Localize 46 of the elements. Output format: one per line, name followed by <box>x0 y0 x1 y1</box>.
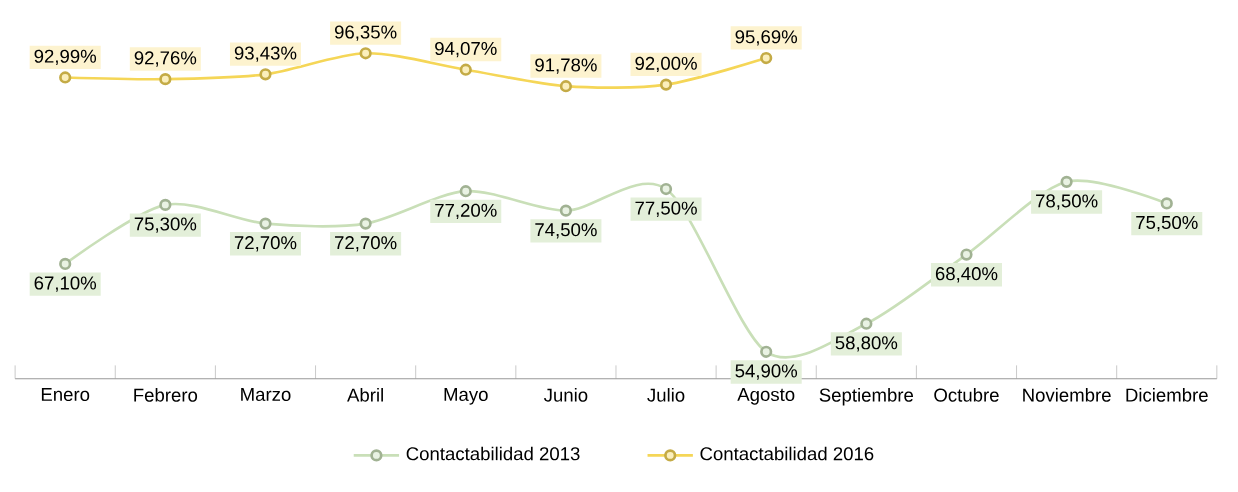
data-label: 72,70% <box>234 236 297 252</box>
point <box>960 248 973 261</box>
x-tick-label: Abril <box>347 388 383 402</box>
x-tick-label: Noviembre <box>1023 388 1111 402</box>
data-label: 67,10% <box>34 276 97 292</box>
data-label: 74,50% <box>535 223 597 239</box>
data-label: 91,78% <box>535 58 597 74</box>
point <box>259 217 272 230</box>
legend-label: Contactabilidad 2016 <box>700 446 874 461</box>
point <box>760 345 773 358</box>
x-tick-label: Enero <box>41 388 90 401</box>
data-label: 93,43% <box>234 46 297 62</box>
data-label: 77,50% <box>635 201 697 217</box>
data-label: 95,69% <box>735 30 798 46</box>
point <box>559 204 573 217</box>
x-tick-label: Agosto <box>737 388 795 405</box>
data-label: 78,50% <box>1036 194 1098 210</box>
point <box>1060 175 1073 188</box>
legend-label: Contactabilidad 2013 <box>406 446 580 461</box>
point <box>1160 197 1173 210</box>
point <box>459 185 472 198</box>
x-tick-label: Mayo <box>444 388 488 405</box>
x-tick-label: Febrero <box>134 388 198 402</box>
x-tick-label: Julio <box>647 388 685 402</box>
x-tick-label: Junio <box>543 388 588 402</box>
data-label: 75,50% <box>1136 215 1198 232</box>
point <box>359 217 372 230</box>
data-label: 92,99% <box>34 49 97 65</box>
data-label: 58,80% <box>835 336 898 352</box>
data-label: 72,70% <box>335 236 397 252</box>
x-tick-label: Septiembre <box>819 388 914 406</box>
point <box>659 182 673 196</box>
x-tick-label: Octubre <box>934 388 999 402</box>
data-label: 94,07% <box>435 41 497 58</box>
point <box>59 257 72 271</box>
data-label: 92,00% <box>635 56 697 73</box>
x-tick-label: Marzo <box>241 388 291 401</box>
data-label: 68,40% <box>935 267 998 283</box>
data-label: 75,30% <box>134 217 197 233</box>
data-label: 54,90% <box>735 364 798 380</box>
data-label: 96,35% <box>334 25 397 41</box>
x-tick-label: Diciembre <box>1126 388 1208 402</box>
point <box>860 317 873 330</box>
point <box>159 198 172 211</box>
data-label: 92,76% <box>134 51 197 67</box>
data-label: 77,20% <box>435 203 497 220</box>
